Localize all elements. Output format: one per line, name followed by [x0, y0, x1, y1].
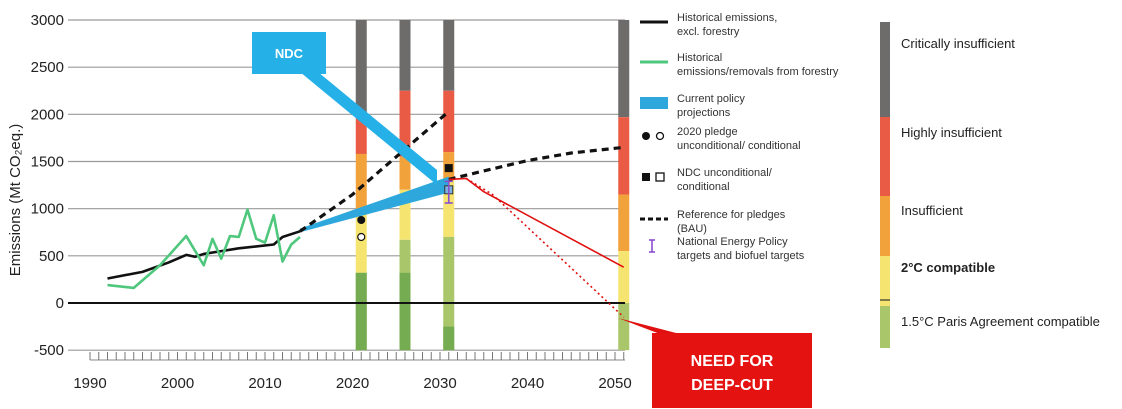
rating-scale-label: Critically insufficient [901, 36, 1015, 51]
legend-circle-open [655, 131, 665, 141]
rating-scale-segment [880, 117, 890, 196]
rating-column-segment [355, 153, 367, 214]
legend-label: 2020 pledge [677, 126, 738, 138]
callouts: NDC NEED FOR DEEP-CUT [252, 32, 812, 408]
series-line [448, 145, 624, 181]
rating-column-segment [443, 20, 455, 91]
rating-scale-segment [880, 306, 890, 348]
y-tick-label: 1500 [31, 154, 64, 171]
pledge-conditional-point [357, 232, 366, 242]
rating-column-segment [443, 326, 455, 351]
ndc-callout-label: NDC [275, 46, 304, 61]
rating-column-segment [443, 90, 455, 153]
rating-scale-label: Highly insufficient [901, 125, 1002, 140]
legend-label: National Energy Policy [677, 236, 788, 248]
deep-cut-label-line1: NEED FOR [691, 353, 774, 370]
legend-label: conditional [677, 181, 730, 193]
legend-label: unconditional/ conditional [677, 140, 801, 152]
x-tick-label: 1990 [73, 375, 106, 392]
x-tick-label: 2010 [248, 375, 281, 392]
pledge-unconditional-point [357, 215, 366, 224]
x-tick-label: 2030 [423, 375, 456, 392]
rating-column-segment [443, 236, 455, 327]
rating-scale-label: 1.5°C Paris Agreement compatible [901, 314, 1100, 329]
x-tick-label: 2050 [598, 375, 631, 392]
legend-label: Historical emissions, [677, 12, 777, 24]
rating-column-segment [618, 194, 630, 252]
y-tick-label: 0 [56, 295, 64, 312]
rating-scale-label: Insufficient [901, 203, 963, 218]
rating-column-segment [355, 114, 367, 154]
deep-cut-label-line2: DEEP-CUT [691, 377, 773, 394]
rating-scale: Critically insufficient Highly insufficie… [880, 22, 1100, 348]
legend-label: NDC unconditional/ [677, 167, 773, 179]
y-tick-label: 3000 [31, 12, 64, 29]
rating-column-segment [355, 213, 367, 273]
rating-column-segment [399, 272, 411, 351]
series-line [107, 208, 301, 290]
y-tick-label: -500 [34, 342, 64, 359]
y-tick-label: 2000 [31, 106, 64, 123]
rating-columns [355, 20, 630, 351]
rating-column-segment [399, 20, 411, 91]
markers [357, 164, 454, 242]
ndc-callout-pointer [300, 72, 437, 185]
rating-column-segment [399, 156, 411, 190]
series-line [299, 110, 450, 233]
deep-cut-pointer [618, 318, 680, 334]
y-axis-label: Emissions (Mt CO₂eq.) [7, 124, 24, 277]
legend-label: emissions/removals from forestry [677, 66, 839, 78]
x-tick-label: 2040 [511, 375, 544, 392]
axes: 1990 2000 2010 2020 2030 2040 2050 -500 0 500 1000… [31, 12, 632, 392]
legend-label: projections [677, 107, 731, 119]
legend-label: targets and biofuel targets [677, 250, 805, 262]
rating-column-segment [618, 117, 630, 195]
legend-circle-filled [642, 132, 650, 140]
y-tick-label: 2500 [31, 59, 64, 76]
legend-square-open [655, 172, 665, 182]
rating-column-segment [443, 180, 455, 237]
legend-label: Current policy [677, 93, 745, 105]
legend-label: (BAU) [677, 223, 707, 235]
rating-scale-label: 2°C compatible [901, 260, 995, 275]
rating-column-segment [355, 272, 367, 351]
series-line [465, 177, 625, 318]
current-policy-projection [300, 176, 449, 233]
ndc-callout-box [252, 32, 326, 74]
series-lines [107, 110, 625, 318]
rating-scale-segment [880, 196, 890, 256]
legend: Historical emissions, excl. forestry Histo… [640, 12, 839, 262]
rating-column-segment [618, 20, 630, 118]
legend-label: Historical [677, 52, 722, 64]
legend-square-filled [642, 173, 650, 181]
rating-scale-segment [880, 22, 890, 117]
x-tick-label: 2020 [336, 375, 369, 392]
y-tick-label: 500 [39, 248, 64, 265]
rating-column-segment [618, 303, 630, 351]
legend-blue-block [640, 97, 668, 109]
rating-column-segment [399, 189, 411, 240]
series-line [448, 177, 625, 268]
rating-column-segment [399, 90, 411, 157]
ndc-unconditional-point [444, 164, 453, 173]
deep-cut-box [652, 333, 812, 408]
legend-label: excl. forestry [677, 26, 740, 38]
gridlines [68, 19, 625, 351]
legend-label: Reference for pledges [677, 209, 786, 221]
rating-scale-segment [880, 256, 890, 306]
y-tick-label: 1000 [31, 201, 64, 218]
rating-column-segment [618, 251, 630, 303]
series-line [107, 230, 301, 280]
rating-column-segment [355, 20, 367, 115]
x-tick-label: 2000 [161, 375, 194, 392]
